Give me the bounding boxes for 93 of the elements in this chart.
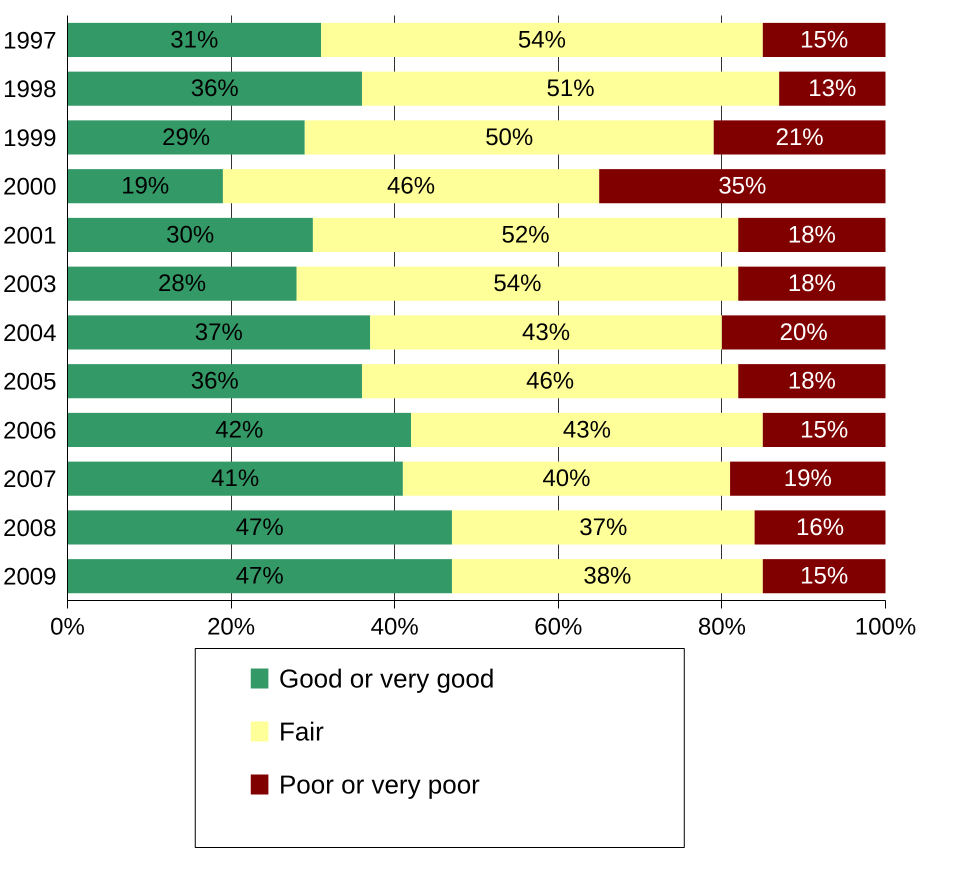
data-label: 18% <box>788 270 836 298</box>
data-label: 54% <box>518 26 566 54</box>
bar <box>68 462 403 496</box>
x-tick-label: 20% <box>207 614 256 640</box>
data-label: 46% <box>387 172 436 200</box>
x-tick-label: 80% <box>698 614 746 640</box>
data-label: 51% <box>546 75 595 102</box>
bar <box>402 462 730 496</box>
data-label: 38% <box>583 562 632 590</box>
bar <box>68 412 412 447</box>
data-label: 18% <box>788 368 836 395</box>
data-label: 19% <box>784 465 832 492</box>
bar <box>722 315 886 350</box>
data-label: 19% <box>121 172 170 200</box>
data-label: 36% <box>190 368 239 395</box>
data-label: 35% <box>718 172 766 200</box>
bar <box>762 559 886 594</box>
data-label: 15% <box>800 26 848 54</box>
bar <box>68 364 362 398</box>
bar <box>762 412 886 447</box>
bar <box>452 510 755 544</box>
bar <box>68 315 370 350</box>
data-label: 30% <box>166 221 214 248</box>
bar <box>738 364 886 398</box>
x-tick-label: 0% <box>50 614 85 640</box>
data-label: 37% <box>579 514 628 541</box>
data-label: 18% <box>788 221 836 248</box>
bar <box>411 412 763 447</box>
data-label: 43% <box>522 318 570 346</box>
y-tick-label: 2005 <box>3 368 56 396</box>
data-label: 50% <box>485 124 534 151</box>
bar <box>68 510 452 544</box>
y-tick-label: 1999 <box>3 124 56 152</box>
data-label: 47% <box>236 514 284 541</box>
y-tick-label: 1997 <box>3 27 56 54</box>
y-tick-label: 2006 <box>3 417 56 444</box>
bar <box>738 218 886 252</box>
bar <box>599 169 886 204</box>
bar <box>68 266 297 301</box>
bar <box>68 72 362 106</box>
y-tick-label: 2004 <box>3 320 56 347</box>
data-label: 46% <box>526 368 574 395</box>
data-label: 52% <box>502 221 550 248</box>
bar <box>762 22 886 57</box>
bar <box>714 120 886 154</box>
bar <box>370 315 722 350</box>
bar <box>68 120 305 154</box>
data-label: 42% <box>215 416 264 444</box>
bar <box>754 510 886 544</box>
y-tick-label: 2003 <box>3 271 56 298</box>
data-label: 31% <box>170 26 218 54</box>
data-label: 54% <box>493 270 542 298</box>
data-label: 47% <box>236 562 284 590</box>
bar <box>68 22 322 57</box>
x-tick-label: 40% <box>370 614 419 640</box>
legend-label: Fair <box>278 716 324 746</box>
bar <box>730 462 886 496</box>
data-label: 40% <box>542 465 591 492</box>
bar <box>68 169 223 204</box>
data-label: 28% <box>158 270 206 298</box>
data-label: 36% <box>190 75 239 102</box>
bar <box>362 72 780 106</box>
data-label: 20% <box>780 318 828 346</box>
data-label: 15% <box>800 416 848 444</box>
data-label: 21% <box>776 124 824 151</box>
data-label: 29% <box>162 124 210 151</box>
y-tick-label: 2000 <box>3 174 56 201</box>
bar <box>222 169 600 204</box>
legend-label: Good or very good <box>278 664 494 694</box>
legend-label: Poor or very poor <box>278 770 480 800</box>
data-label: 16% <box>796 514 844 541</box>
y-tick-label: 2008 <box>3 514 56 542</box>
data-label: 37% <box>194 318 243 346</box>
bar <box>362 364 738 398</box>
bar <box>779 72 886 106</box>
bar <box>312 218 738 252</box>
bar <box>321 22 763 57</box>
data-label: 41% <box>211 465 260 492</box>
bar <box>68 218 313 252</box>
x-tick-label: 60% <box>534 614 582 640</box>
y-tick-label: 1998 <box>3 76 56 104</box>
x-tick-label: 100% <box>854 614 916 640</box>
data-label: 13% <box>808 75 856 102</box>
bar <box>296 266 738 301</box>
data-label: 43% <box>562 416 611 444</box>
bar <box>738 266 886 301</box>
y-tick-label: 2007 <box>3 466 56 494</box>
bar <box>452 559 763 594</box>
y-tick-label: 2009 <box>3 564 56 591</box>
data-label: 15% <box>800 562 848 590</box>
bar <box>304 120 714 154</box>
y-tick-label: 2001 <box>3 222 56 250</box>
bar <box>68 559 452 594</box>
